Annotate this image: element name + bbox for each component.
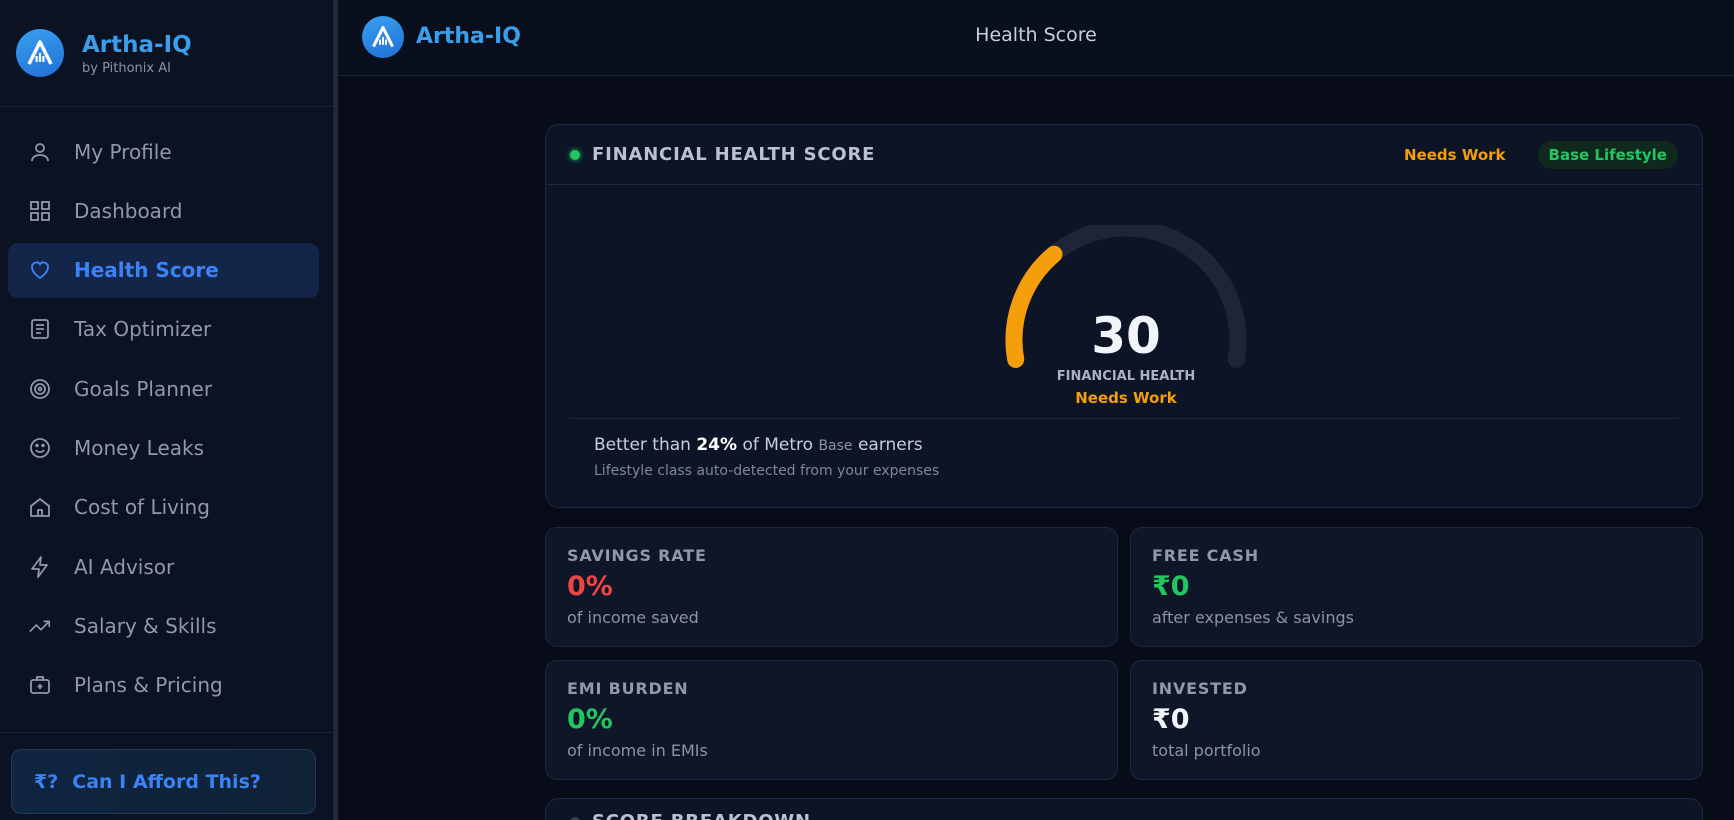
gauge-status: Needs Work bbox=[1075, 389, 1177, 407]
afford-button-label: Can I Afford This? bbox=[72, 770, 261, 793]
savings-rate-card: SAVINGS RATE 0% of income saved bbox=[545, 527, 1118, 647]
percentile-value: 24% bbox=[696, 435, 738, 455]
percentile-middle: of Metro bbox=[737, 435, 819, 455]
sidebar-nav: My Profile Dashboard Health Score Tax Op… bbox=[8, 124, 319, 717]
sidebar-item-salary-skills[interactable]: Salary & Skills bbox=[8, 598, 319, 653]
card-header: FINANCIAL HEALTH SCORE Needs Work Base L… bbox=[546, 125, 1702, 185]
briefcase-icon bbox=[28, 673, 52, 697]
sidebar-item-label: Cost of Living bbox=[74, 495, 210, 520]
sidebar: Artha-IQ by Pithonix AI My Profile Dashb… bbox=[0, 0, 334, 820]
stat-subtext: of income saved bbox=[567, 608, 699, 627]
invested-card: INVESTED ₹0 total portfolio bbox=[1130, 660, 1703, 780]
lifestyle-badge: Base Lifestyle bbox=[1537, 140, 1678, 169]
percentile-prefix: Better than bbox=[594, 435, 697, 455]
stat-subtext: of income in EMIs bbox=[567, 741, 708, 760]
percentile-suffix: earners bbox=[852, 435, 923, 455]
free-cash-card: FREE CASH ₹0 after expenses & savings bbox=[1130, 527, 1703, 647]
sidebar-item-label: Goals Planner bbox=[74, 376, 213, 401]
logo-icon bbox=[362, 16, 404, 58]
bolt-icon bbox=[28, 555, 52, 579]
stat-value: 0% bbox=[567, 571, 613, 602]
sidebar-item-label: Salary & Skills bbox=[74, 613, 217, 638]
logo-icon bbox=[16, 29, 64, 77]
header-brand[interactable]: Artha-IQ bbox=[362, 16, 521, 58]
stat-value: ₹0 bbox=[1152, 704, 1190, 735]
stat-label: INVESTED bbox=[1152, 679, 1248, 698]
sidebar-item-label: Dashboard bbox=[74, 198, 183, 223]
percentile-text: Better than 24% of Metro Base earners bbox=[594, 435, 923, 455]
stat-value: 0% bbox=[567, 704, 613, 735]
gauge-label: FINANCIAL HEALTH bbox=[1056, 369, 1196, 384]
sidebar-item-money-leaks[interactable]: Money Leaks bbox=[8, 420, 319, 475]
score-breakdown-card: SCORE BREAKDOWN bbox=[545, 798, 1703, 820]
sidebar-divider bbox=[0, 106, 334, 107]
stat-label: FREE CASH bbox=[1152, 546, 1259, 565]
status-dot-icon bbox=[570, 817, 580, 820]
page-title: Health Score bbox=[975, 24, 1097, 46]
header-brand-name: Artha-IQ bbox=[416, 24, 521, 49]
sidebar-divider bbox=[0, 732, 334, 733]
heart-icon bbox=[28, 258, 52, 282]
sidebar-item-tax-optimizer[interactable]: Tax Optimizer bbox=[8, 302, 319, 357]
sidebar-item-plans-pricing[interactable]: Plans & Pricing bbox=[8, 658, 319, 713]
sidebar-item-label: AI Advisor bbox=[74, 554, 175, 579]
sidebar-item-goals-planner[interactable]: Goals Planner bbox=[8, 361, 319, 416]
rupee-question-icon: ₹? bbox=[34, 770, 59, 793]
target-icon bbox=[28, 377, 52, 401]
top-header: Artha-IQ Health Score bbox=[338, 0, 1734, 76]
sidebar-scrollbar[interactable] bbox=[334, 0, 338, 820]
sidebar-brand[interactable]: Artha-IQ by Pithonix AI bbox=[16, 28, 192, 78]
gauge-arc bbox=[1005, 245, 1063, 368]
card-title: FINANCIAL HEALTH SCORE bbox=[592, 144, 876, 165]
status-dot-icon bbox=[570, 149, 580, 160]
sidebar-item-label: Money Leaks bbox=[74, 435, 205, 460]
afford-button[interactable]: ₹? Can I Afford This? bbox=[11, 749, 316, 814]
score-value: 30 bbox=[1091, 307, 1161, 365]
stat-subtext: after expenses & savings bbox=[1152, 608, 1354, 627]
stat-subtext: total portfolio bbox=[1152, 741, 1261, 760]
sidebar-item-my-profile[interactable]: My Profile bbox=[8, 124, 319, 179]
status-text: Needs Work bbox=[1404, 145, 1506, 164]
sidebar-item-label: Tax Optimizer bbox=[74, 317, 212, 342]
emi-burden-card: EMI BURDEN 0% of income in EMIs bbox=[545, 660, 1118, 780]
gauge-svg bbox=[1005, 219, 1247, 368]
document-icon bbox=[28, 317, 52, 341]
sidebar-item-label: Plans & Pricing bbox=[74, 673, 223, 698]
sidebar-item-health-score[interactable]: Health Score bbox=[8, 242, 319, 298]
smile-icon bbox=[28, 436, 52, 460]
sidebar-item-label: Health Score bbox=[74, 258, 219, 283]
stat-label: SAVINGS RATE bbox=[567, 546, 707, 565]
financial-health-card: FINANCIAL HEALTH SCORE Needs Work Base L… bbox=[545, 124, 1703, 508]
stat-value: ₹0 bbox=[1152, 571, 1190, 602]
grid-icon bbox=[28, 199, 52, 223]
card-title: SCORE BREAKDOWN bbox=[592, 811, 811, 820]
stat-label: EMI BURDEN bbox=[567, 679, 689, 698]
sidebar-item-cost-of-living[interactable]: Cost of Living bbox=[8, 480, 319, 535]
lifestyle-note: Lifestyle class auto-detected from your … bbox=[594, 463, 940, 479]
score-gauge: 30 FINANCIAL HEALTH Needs Work bbox=[966, 219, 1286, 425]
percentile-class: Base bbox=[818, 438, 853, 454]
card-divider bbox=[570, 418, 1678, 419]
user-icon bbox=[28, 140, 52, 164]
home-icon bbox=[28, 495, 52, 519]
brand-name: Artha-IQ bbox=[82, 31, 192, 58]
sidebar-item-label: My Profile bbox=[74, 139, 172, 164]
brand-subtitle: by Pithonix AI bbox=[82, 60, 171, 76]
sidebar-item-dashboard[interactable]: Dashboard bbox=[8, 183, 319, 238]
trending-up-icon bbox=[28, 614, 52, 638]
sidebar-item-ai-advisor[interactable]: AI Advisor bbox=[8, 539, 319, 594]
